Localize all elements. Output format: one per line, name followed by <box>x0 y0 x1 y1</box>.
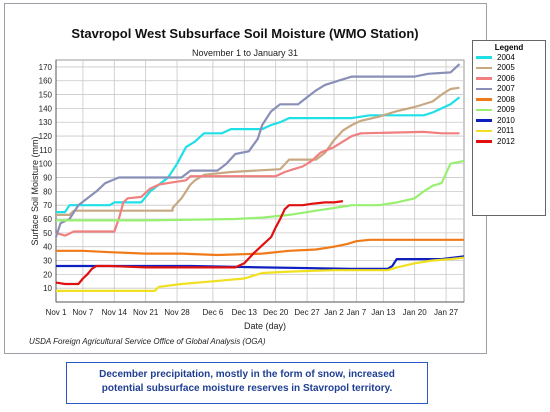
caption-box: December precipitation, mostly in the fo… <box>66 362 428 404</box>
legend-label: 2007 <box>497 84 515 94</box>
y-tick-label: 90 <box>43 174 52 183</box>
x-tick-label: Nov 21 <box>133 308 159 317</box>
legend-label: 2012 <box>497 136 515 146</box>
legend-swatch <box>476 119 492 122</box>
y-tick-label: 160 <box>39 77 53 86</box>
series-line-2004 <box>56 96 461 214</box>
x-tick-label: Dec 13 <box>232 308 258 317</box>
series-line-2009 <box>56 159 465 222</box>
x-tick-label: Dec 27 <box>294 308 320 317</box>
legend-swatch <box>476 66 492 69</box>
legend: Legend 2004 2005 2006 2007 2008 2009 2010 2011 2… <box>472 40 546 216</box>
legend-label: 2008 <box>497 94 515 104</box>
y-tick-label: 50 <box>43 229 52 238</box>
x-tick-label: Jan 13 <box>371 308 396 317</box>
y-tick-label: 40 <box>43 243 52 252</box>
legend-swatch <box>476 129 492 132</box>
legend-label: 2011 <box>497 126 515 136</box>
legend-item-2007: 2007 <box>473 84 545 95</box>
legend-swatch <box>476 108 492 111</box>
x-tick-label: Dec 6 <box>202 308 223 317</box>
legend-title: Legend <box>494 43 524 52</box>
legend-item-2005: 2005 <box>473 63 545 74</box>
x-tick-label: Dec 20 <box>263 308 289 317</box>
legend-label: 2005 <box>497 63 515 73</box>
series-line-2005 <box>56 86 460 216</box>
legend-swatch <box>476 77 492 80</box>
legend-item-2009: 2009 <box>473 105 545 116</box>
legend-swatch <box>476 98 492 101</box>
legend-label: 2009 <box>497 105 515 115</box>
legend-label: 2006 <box>497 73 515 83</box>
legend-swatch <box>476 140 492 143</box>
caption-line-1: December precipitation, mostly in the fo… <box>99 369 395 380</box>
series-line-2011 <box>56 256 465 292</box>
y-tick-label: 30 <box>43 257 52 266</box>
x-tick-label: Jan 7 <box>347 308 367 317</box>
y-tick-label: 150 <box>39 91 53 100</box>
x-axis-label: Date (day) <box>243 321 287 331</box>
legend-swatch <box>476 87 492 90</box>
legend-item-2012: 2012 <box>473 136 545 147</box>
legend-swatch <box>476 56 492 59</box>
series-line-2007 <box>54 63 461 238</box>
y-tick-label: 80 <box>43 187 52 196</box>
x-tick-label: Nov 7 <box>72 308 93 317</box>
y-tick-label: 60 <box>43 215 52 224</box>
caption-line-2: potential subsurface moisture reserves i… <box>101 383 393 394</box>
series-line-2008 <box>56 238 464 257</box>
x-tick-label: Jan 27 <box>434 308 459 317</box>
y-tick-label: 110 <box>39 146 52 155</box>
legend-item-2004: 2004 <box>473 52 545 63</box>
legend-label: 2004 <box>497 52 515 62</box>
series-line-2006 <box>55 130 460 237</box>
legend-item-2010: 2010 <box>473 115 545 126</box>
x-tick-label: Jan 20 <box>403 308 428 317</box>
y-tick-label: 100 <box>39 160 53 169</box>
y-tick-label: 10 <box>43 284 52 293</box>
legend-item-2006: 2006 <box>473 73 545 84</box>
x-tick-label: Nov 14 <box>102 308 128 317</box>
legend-label: 2010 <box>497 115 515 125</box>
series-line-2012 <box>55 200 344 286</box>
y-tick-label: 120 <box>39 132 53 141</box>
y-tick-label: 20 <box>43 270 52 279</box>
y-tick-label: 70 <box>43 201 52 210</box>
x-tick-label: Nov 1 <box>46 308 67 317</box>
source-note: USDA Foreign Agricultural Service Office… <box>29 337 266 346</box>
x-tick-label: Jan 2 <box>324 308 344 317</box>
chart-subtitle: November 1 to January 31 <box>191 48 299 58</box>
chart-title: Stavropol West Subsurface Soil Moisture … <box>71 26 419 41</box>
y-tick-label: 140 <box>39 104 53 113</box>
x-tick-label: Nov 28 <box>164 308 190 317</box>
y-tick-label: 130 <box>39 118 53 127</box>
legend-item-2011: 2011 <box>473 126 545 137</box>
legend-item-2008: 2008 <box>473 94 545 105</box>
y-tick-label: 170 <box>39 63 53 72</box>
